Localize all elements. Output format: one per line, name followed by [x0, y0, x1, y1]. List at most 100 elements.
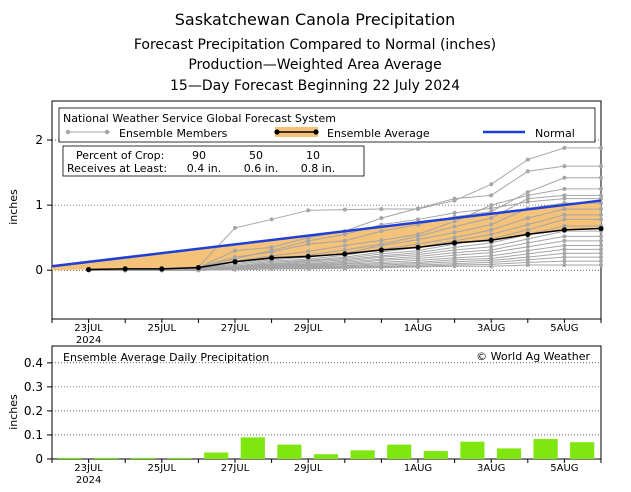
daily-precip-bar — [423, 451, 448, 459]
ensemble-member-point — [525, 169, 530, 174]
ensemble-member-point — [525, 236, 530, 241]
source-label: National Weather Service Global Forecast… — [63, 112, 336, 125]
top-ytick-label: 1 — [35, 198, 43, 212]
bottom-xtick-label: 1AUG — [404, 463, 432, 474]
ensemble-member-point — [489, 203, 494, 208]
crop-row2-label: Receives at Least: — [67, 162, 167, 175]
ensemble-average-point — [452, 240, 458, 246]
chart-title-line3: Production—Weighted Area Average — [188, 57, 441, 73]
crop-row1-value-90: 90 — [192, 149, 206, 162]
top-xtick-label: 29JUL — [294, 323, 323, 334]
bottom-ytick-label: 0.3 — [24, 380, 43, 394]
ensemble-member-point — [562, 223, 567, 228]
ensemble-member-point — [452, 264, 457, 269]
daily-precip-bar — [460, 441, 485, 459]
ensemble-member-point — [599, 251, 603, 256]
bottom-ytick-label: 0 — [35, 452, 43, 466]
ensemble-average-point — [378, 247, 384, 253]
ensemble-member-point — [342, 238, 347, 243]
ensemble-member-point — [269, 245, 274, 250]
crop-row1-value-10: 10 — [306, 149, 320, 162]
daily-precip-bar — [240, 437, 265, 459]
ensemble-member-point — [599, 212, 603, 217]
ensemble-member-point — [562, 217, 567, 222]
ensemble-member-point — [525, 262, 530, 267]
ensemble-member-point — [233, 248, 237, 253]
ensemble-member-point — [599, 207, 603, 212]
ensemble-member-point — [599, 186, 603, 191]
ensemble-member-point — [525, 227, 530, 232]
ensemble-member-point — [599, 234, 603, 239]
ensemble-member-point — [416, 206, 420, 211]
ensemble-member-point — [342, 248, 347, 253]
legend-average-label: Ensemble Average — [327, 127, 430, 140]
crop-row2-value-04: 0.4 in. — [187, 162, 222, 175]
ensemble-member-point — [562, 262, 567, 267]
top-plot-group — [47, 100, 604, 323]
top-xtick-sublabel: 2024 — [76, 335, 101, 346]
ensemble-member-point — [562, 196, 567, 201]
ensemble-member-point — [379, 238, 384, 243]
daily-precip-bar — [350, 450, 375, 459]
daily-precip-bar — [167, 457, 192, 459]
legend-average-dot — [274, 129, 280, 135]
ensemble-member-point — [525, 157, 530, 162]
top-legend-box — [58, 107, 596, 143]
legend-members-dot — [104, 129, 110, 135]
crop-row1-label: Percent of Crop: — [76, 149, 164, 162]
ensemble-member-point — [562, 259, 567, 264]
ensemble-member-point — [525, 240, 530, 245]
daily-precip-bar — [204, 452, 229, 459]
ensemble-member-point — [379, 216, 384, 221]
top-xtick-label: 23JUL — [74, 323, 103, 334]
ensemble-member-point — [416, 237, 420, 242]
ensemble-member-point — [562, 193, 567, 198]
ensemble-member-point — [452, 219, 457, 224]
bottom-ytick-label: 0.2 — [24, 404, 43, 418]
top-xtick-label: 5AUG — [550, 323, 578, 334]
ensemble-member-point — [489, 232, 494, 237]
ensemble-member-point — [452, 230, 457, 235]
ensemble-member-point — [525, 244, 530, 249]
ensemble-member-point — [233, 225, 237, 230]
bottom-xtick-label: 27JUL — [221, 463, 250, 474]
ensemble-member-point — [599, 164, 603, 169]
ensemble-member-point — [562, 164, 567, 169]
top-xtick-label: 27JUL — [221, 323, 250, 334]
bottom-ylabel: inches — [7, 394, 20, 430]
ensemble-average-point — [488, 237, 494, 243]
ensemble-member-point — [452, 235, 457, 240]
daily-precip-bar — [387, 444, 412, 459]
crop-table-box — [62, 145, 365, 177]
ensemble-member-point — [599, 217, 603, 222]
ensemble-average-point — [195, 264, 201, 271]
legend-normal-label: Normal — [535, 127, 575, 140]
ensemble-member-point — [306, 242, 311, 247]
top-ytick-label: 2 — [35, 133, 43, 147]
ensemble-member-point — [306, 266, 311, 271]
ensemble-average-point — [305, 253, 311, 260]
bottom-ytick-label: 0.4 — [24, 356, 43, 370]
ensemble-member-point — [269, 248, 274, 253]
bottom-xtick-label: 3AUG — [477, 463, 505, 474]
ensemble-member-point — [562, 145, 567, 150]
ensemble-member-point — [269, 266, 274, 271]
ensemble-member-point — [416, 234, 420, 239]
ensemble-average-point — [159, 266, 165, 272]
daily-precip-bar — [130, 457, 156, 459]
ensemble-member-point — [452, 224, 457, 229]
ensemble-member-point — [379, 229, 384, 234]
legend-members-label: Ensemble Members — [119, 127, 228, 140]
daily-precip-bar — [313, 454, 339, 459]
ensemble-member-point — [306, 249, 311, 254]
top-xtick-label: 3AUG — [477, 323, 505, 334]
ensemble-average-point — [269, 255, 275, 261]
ensemble-member-point — [342, 266, 347, 271]
daily-precip-bar — [533, 439, 558, 459]
bottom-xtick-label: 5AUG — [550, 463, 578, 474]
ensemble-member-point — [525, 248, 530, 253]
bottom-chart-title: Ensemble Average Daily Precipitation — [63, 351, 269, 364]
chart-title-line1: Saskatchewan Canola Precipitation — [175, 10, 456, 29]
